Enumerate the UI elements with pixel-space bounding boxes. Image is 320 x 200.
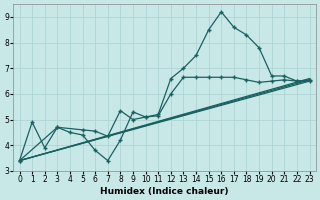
X-axis label: Humidex (Indice chaleur): Humidex (Indice chaleur) [100,187,229,196]
